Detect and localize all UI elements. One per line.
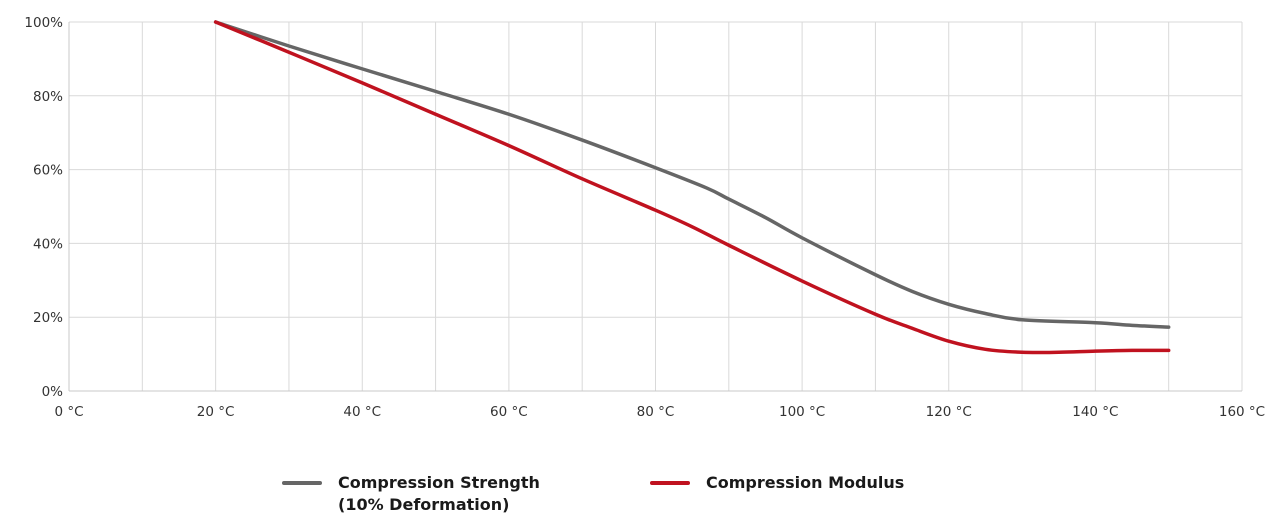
x-tick-label: 80 °C [637,404,675,420]
legend-swatch-compression-strength [282,481,322,485]
x-tick-label: 40 °C [343,404,381,420]
legend-item-compression-modulus: Compression Modulus [650,472,904,494]
axis-layer [68,22,1242,392]
x-tick-label: 140 °C [1072,404,1118,420]
series-line-compression-strength [213,20,1171,329]
tick-label-layer: 0% 20% 40% 60% 80% 100% 0 °C 20 °C 40 °C 60 °C 80 … [24,15,1265,420]
x-tick-label: 120 °C [926,404,972,420]
legend-label-compression-strength: Compression Strength (10% Deformation) [338,473,540,514]
x-tick-label: 0 °C [54,404,83,420]
line-chart: 0% 20% 40% 60% 80% 100% 0 °C 20 °C 40 °C 60 °C 80 … [24,15,1265,420]
series-layer [213,20,1171,355]
legend-label-compression-modulus: Compression Modulus [706,473,905,492]
x-tick-label: 20 °C [197,404,235,420]
x-tick-label: 60 °C [490,404,528,420]
grid-layer [69,21,1243,391]
y-tick-label: 80% [33,89,63,105]
y-tick-label: 60% [33,163,63,179]
y-tick-label: 40% [33,236,63,252]
y-tick-label: 0% [42,384,64,400]
x-tick-label: 160 °C [1219,404,1265,420]
x-tick-label: 100 °C [779,404,825,420]
legend-swatch-compression-modulus [650,481,690,485]
y-tick-label: 20% [33,310,63,326]
series-line-compression-modulus [213,20,1171,355]
legend-item-compression-strength: Compression Strength (10% Deformation) [282,472,540,516]
y-tick-label: 100% [24,15,63,31]
